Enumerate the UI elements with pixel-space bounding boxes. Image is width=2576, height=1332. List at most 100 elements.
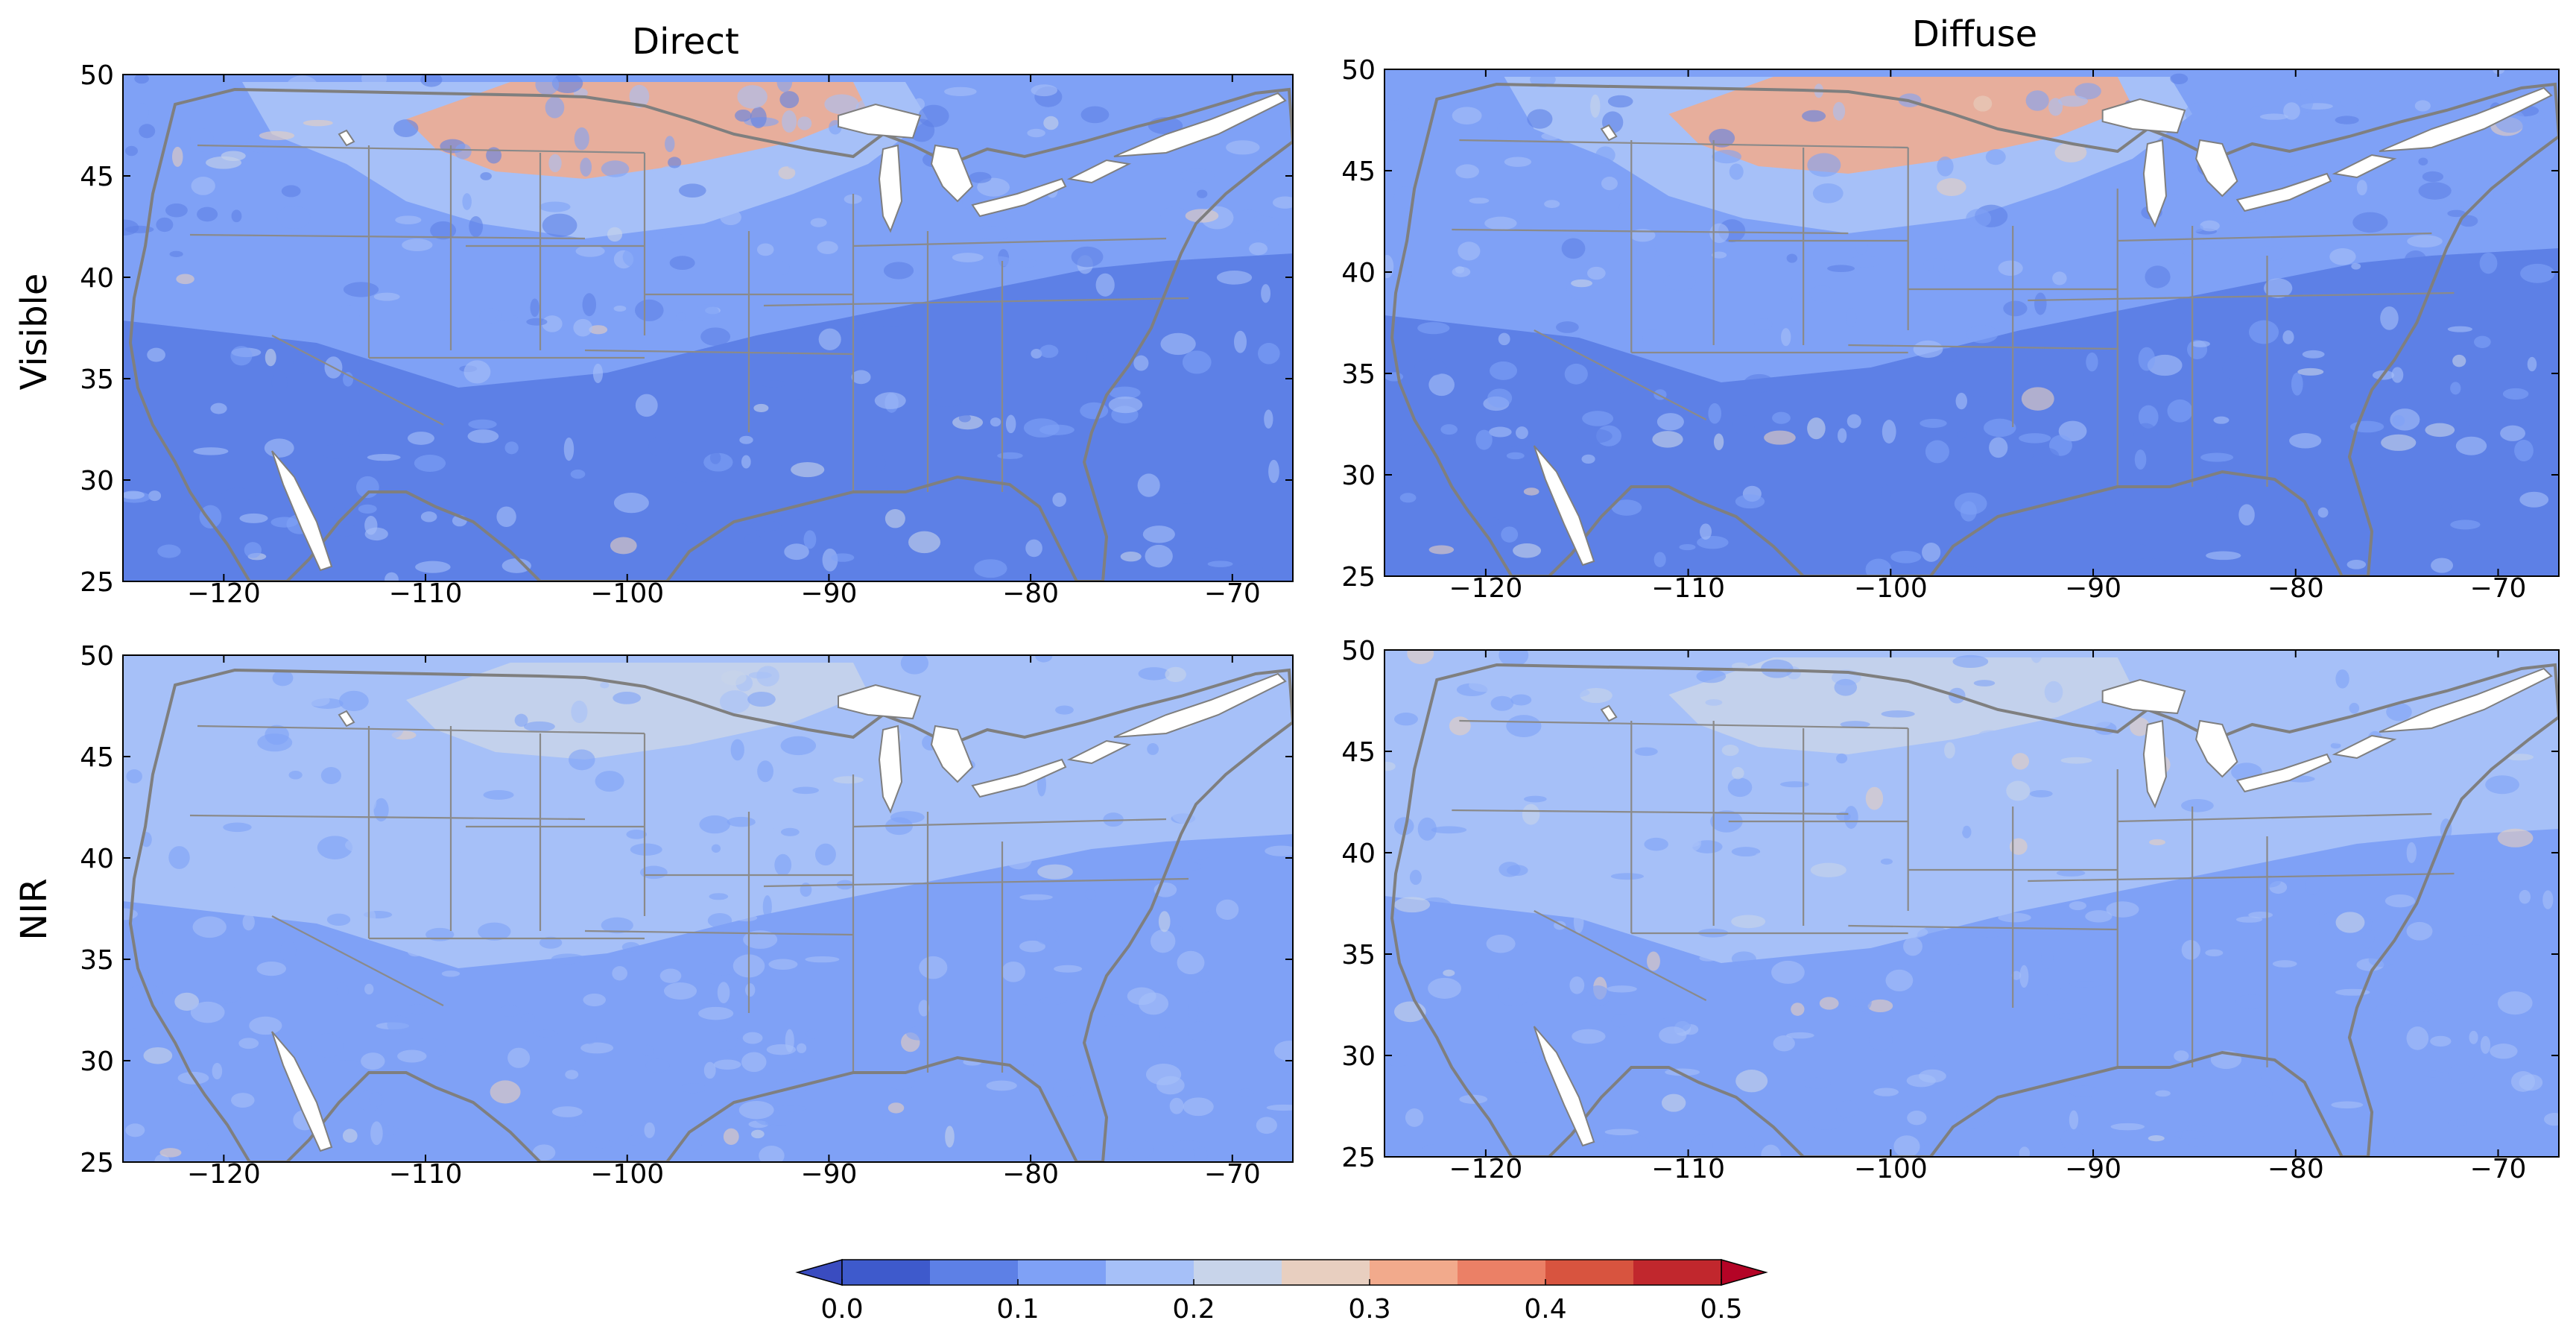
albedo-patch — [642, 1044, 654, 1056]
albedo-patch — [741, 1052, 767, 1073]
albedo-patch — [499, 1005, 522, 1017]
x-tick-label: −120 — [187, 1159, 261, 1190]
albedo-patch — [272, 669, 294, 686]
albedo-patch — [1273, 1041, 1293, 1061]
albedo-patch — [1731, 847, 1761, 857]
albedo-patch — [168, 846, 190, 869]
albedo-patch — [1844, 806, 1858, 829]
albedo-patch — [952, 253, 984, 262]
albedo-patch — [1808, 1111, 1844, 1130]
albedo-patch — [2054, 1013, 2087, 1020]
albedo-patch — [738, 1100, 774, 1120]
x-tick-label: −100 — [590, 1159, 664, 1190]
colorbar-tick-label: 0.4 — [1524, 1294, 1566, 1325]
albedo-patch — [478, 922, 511, 941]
albedo-patch — [744, 534, 762, 543]
albedo-patch — [773, 75, 788, 81]
albedo-patch — [1150, 929, 1176, 953]
albedo-patch — [906, 1026, 932, 1041]
albedo-patch — [1506, 1049, 1540, 1063]
albedo-patch — [1712, 149, 1742, 164]
albedo-patch — [1832, 101, 1846, 121]
albedo-patch — [415, 561, 451, 573]
albedo-patch — [1031, 84, 1058, 97]
albedo-patch — [2006, 780, 2031, 801]
albedo-patch — [516, 929, 548, 944]
albedo-patch — [1138, 667, 1170, 681]
albedo-patch — [1216, 271, 1253, 285]
albedo-patch — [974, 683, 1003, 698]
albedo-patch — [2056, 869, 2086, 877]
albedo-patch — [156, 217, 174, 233]
albedo-patch — [876, 455, 886, 471]
albedo-patch — [1810, 862, 1846, 878]
albedo-patch — [2405, 990, 2438, 1012]
albedo-patch — [2069, 1085, 2099, 1097]
albedo-patch — [776, 75, 793, 92]
y-tick-label: 35 — [80, 945, 114, 976]
albedo-patch — [958, 414, 971, 423]
y-tick-label: 50 — [1341, 636, 1376, 666]
colorbar-segment — [1633, 1260, 1722, 1285]
albedo-patch — [1732, 415, 1755, 435]
albedo-patch — [1998, 912, 2031, 923]
albedo-patch — [270, 517, 298, 528]
albedo-patch — [1019, 940, 1045, 953]
albedo-patch — [2349, 702, 2360, 714]
albedo-patch — [2510, 1148, 2541, 1155]
albedo-patch — [575, 245, 605, 257]
albedo-patch — [2539, 422, 2559, 431]
albedo-patch — [635, 299, 664, 321]
albedo-patch — [1206, 655, 1240, 672]
albedo-patch — [369, 1092, 384, 1107]
albedo-patch — [348, 768, 367, 778]
albedo-patch — [1052, 492, 1066, 507]
albedo-patch — [361, 1052, 385, 1070]
albedo-patch — [1827, 265, 1855, 273]
albedo-patch — [626, 830, 648, 839]
albedo-patch — [480, 172, 492, 180]
colorbar-tick-label: 0.3 — [1348, 1294, 1390, 1325]
albedo-patch — [1798, 787, 1820, 805]
albedo-patch — [736, 886, 754, 903]
albedo-patch — [2134, 449, 2147, 470]
albedo-patch — [686, 75, 707, 81]
albedo-patch — [193, 447, 229, 455]
albedo-patch — [1710, 810, 1743, 833]
albedo-patch — [1142, 525, 1175, 543]
colorbar-segment — [1194, 1260, 1282, 1285]
albedo-patch — [1400, 427, 1422, 446]
albedo-patch — [468, 419, 497, 429]
albedo-patch — [393, 119, 419, 137]
albedo-patch — [943, 86, 977, 97]
albedo-patch — [1055, 705, 1074, 715]
albedo-patch — [1021, 1064, 1039, 1087]
albedo-patch — [644, 1122, 655, 1138]
albedo-patch — [900, 655, 929, 675]
albedo-patch — [659, 968, 682, 983]
albedo-patch — [1644, 837, 1668, 851]
albedo-patch — [680, 1083, 706, 1093]
albedo-patch — [1969, 389, 1987, 397]
y-tick-label: 40 — [80, 844, 114, 874]
albedo-patch — [134, 75, 149, 84]
albedo-patch — [2282, 330, 2294, 344]
albedo-patch — [306, 694, 330, 707]
albedo-patch — [1005, 849, 1033, 870]
albedo-patch — [1731, 951, 1756, 967]
albedo-patch — [1838, 428, 1847, 444]
albedo-patch — [817, 241, 838, 254]
albedo-patch — [1101, 1014, 1129, 1027]
albedo-patch — [2544, 1112, 2559, 1126]
albedo-patch — [1634, 747, 1658, 757]
albedo-patch — [1705, 699, 1723, 706]
albedo-patch — [2450, 382, 2461, 395]
albedo-patch — [165, 203, 188, 218]
albedo-patch — [1979, 930, 2001, 938]
albedo-patch — [317, 836, 353, 859]
albedo-patch — [2297, 367, 2324, 376]
albedo-patch — [1636, 240, 1656, 263]
albedo-patch — [1428, 373, 1455, 397]
albedo-patch — [123, 490, 145, 499]
